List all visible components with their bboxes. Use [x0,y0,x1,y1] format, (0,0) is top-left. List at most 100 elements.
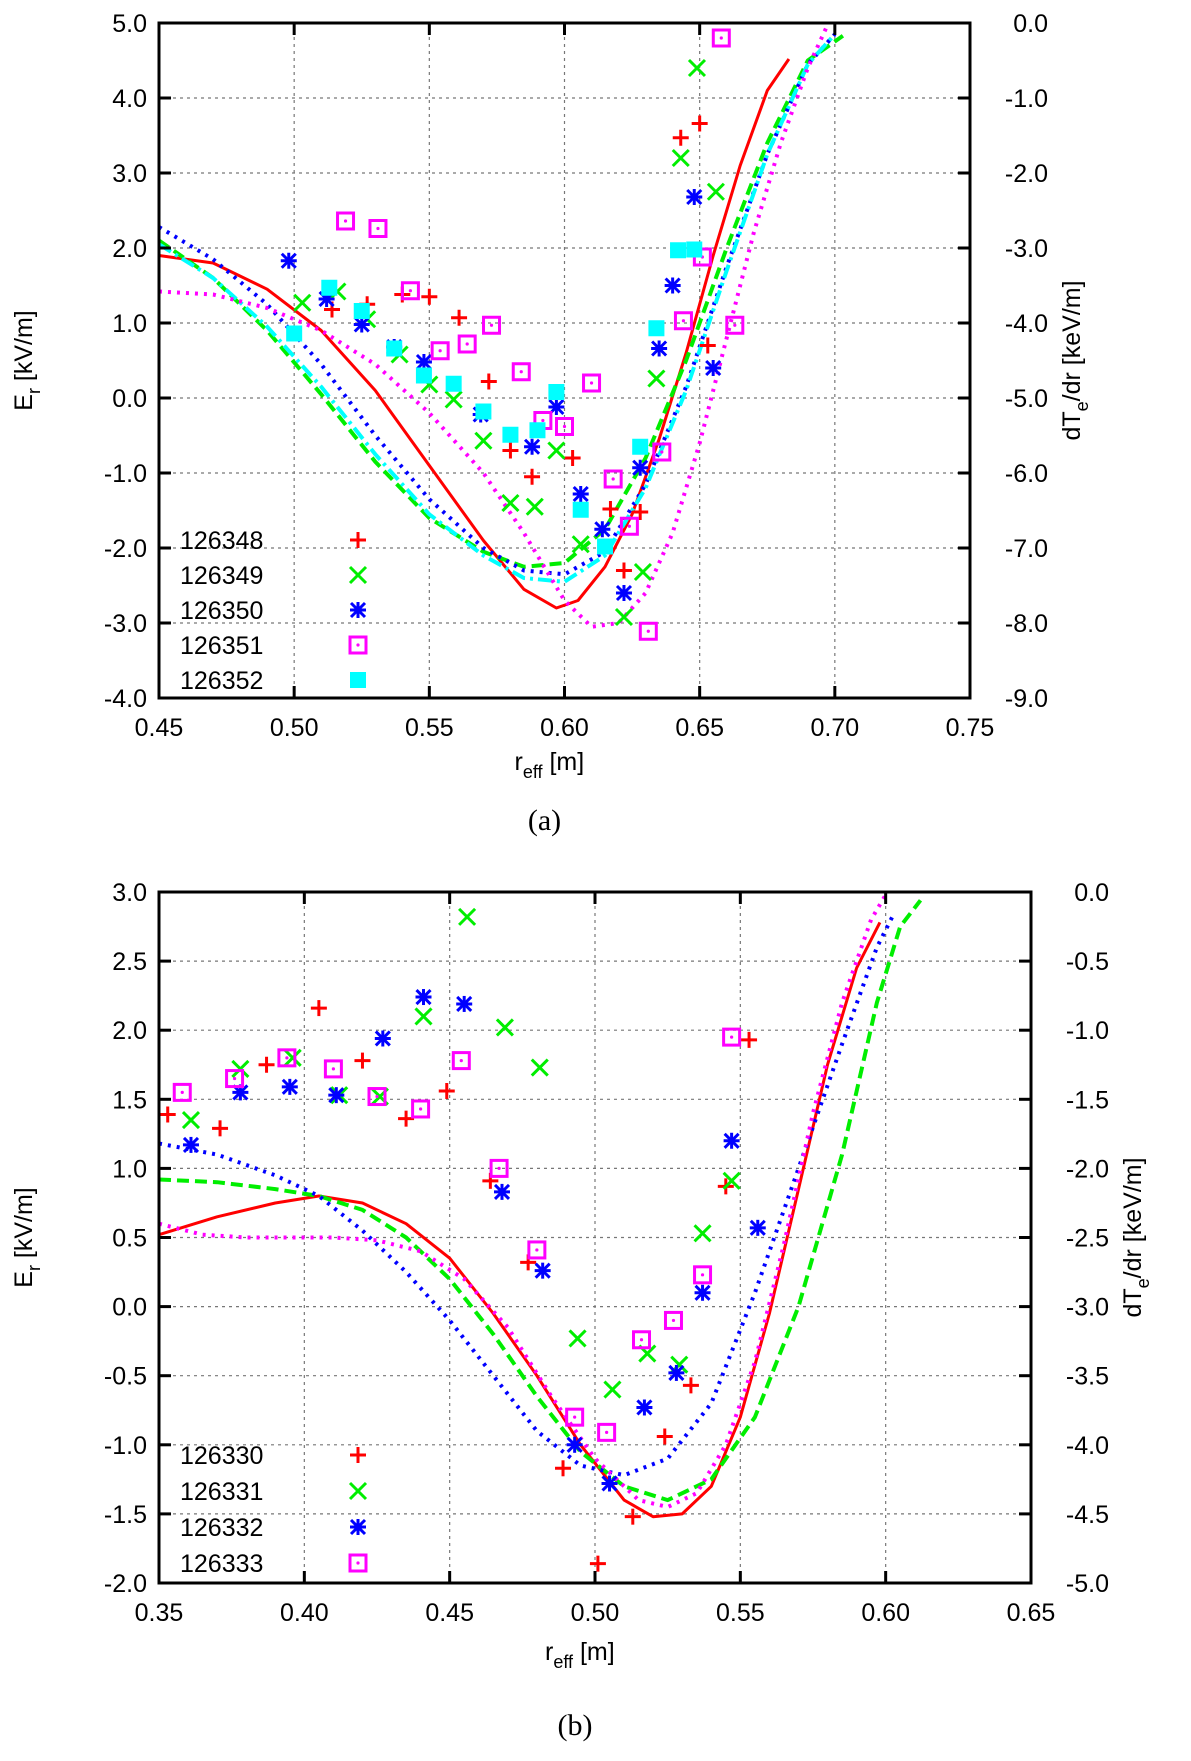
y-tick-label: 1.5 [112,1086,147,1114]
marker-dot [535,1248,539,1252]
data-point [602,501,619,517]
marker-box [482,315,502,335]
marker-stroke [414,1007,433,1026]
series-126331 [181,907,741,1399]
y2-tick-label: -6.0 [1005,460,1048,488]
marker-dot [681,319,686,323]
marker-box [597,1422,617,1442]
data-point [530,1058,549,1077]
data-point [615,562,632,579]
x-axis-label: reff [m] [545,1638,615,1672]
y2-tick-label: -2.0 [1005,160,1048,188]
marker-stroke [693,1224,712,1243]
y-tick-label: -1.5 [104,1501,147,1529]
marker-box [400,281,420,301]
marker-stroke [614,607,634,627]
x-tick-label: 0.65 [1007,1599,1056,1627]
y2-tick-label: -1.5 [1066,1086,1109,1114]
marker-stroke [601,1475,618,1492]
data-point [529,422,546,439]
data-point [225,1069,245,1089]
legend-marker [348,1553,368,1573]
marker-stroke [353,316,370,333]
data-point [656,1428,673,1445]
marker-box [489,1158,509,1178]
legend-label: 126332 [180,1514,263,1542]
data-point [172,1082,192,1102]
marker-square [670,242,687,259]
y-tick-label: 1.0 [112,310,147,338]
data-point [582,373,602,393]
y-tick-label: -1.0 [104,1432,147,1460]
y-tick-label: 5.0 [112,10,147,38]
x-tick-label: 0.55 [405,714,454,742]
marker-stroke [280,252,297,269]
marker-square [415,367,432,384]
marker-dot [459,1059,463,1063]
x-tick-label: 0.40 [280,1599,329,1627]
marker-dot [733,323,737,327]
data-point [415,367,432,384]
y2-tick-label: 0.0 [1013,10,1048,38]
y2-axis-label: dTe/dr [keV/m] [1058,280,1092,440]
data-point [258,1056,275,1073]
marker-dot [285,1056,289,1060]
y-tick-label: -0.5 [104,1363,147,1391]
data-point [159,1106,176,1123]
marker-box [632,1330,652,1350]
marker-box [511,362,531,382]
data-point [668,1364,685,1381]
marker-stroke [415,988,432,1006]
data-point [525,497,544,516]
legend-marker [350,672,366,688]
data-point [691,115,708,132]
data-point [601,1475,618,1492]
marker-square [445,375,462,392]
marker-stroke [501,493,520,513]
data-point [619,516,639,536]
marker-stroke [232,1084,249,1101]
data-point [323,1059,343,1079]
legend-label: 126349 [180,562,263,590]
marker-dot [573,1415,577,1419]
data-point [411,1099,431,1119]
x-tick-label: 0.50 [571,1599,620,1627]
data-point [328,1087,345,1104]
data-point [632,1330,652,1350]
data-point [670,242,687,259]
marker-stroke [328,282,347,301]
data-point [633,562,652,582]
data-point [548,384,565,400]
marker-box [430,341,450,361]
model-curve-dotted [158,893,888,1509]
marker-square [286,325,303,342]
marker-box [693,1265,713,1285]
marker-stroke [348,565,368,585]
marker-stroke [231,1059,250,1078]
x-tick-label: 0.75 [946,714,995,742]
marker-box [663,1310,683,1330]
y2-tick-label: -3.5 [1066,1363,1109,1391]
marker-stroke [632,459,649,476]
grid [159,23,970,698]
x-tick-label: 0.55 [716,1599,765,1627]
y-tick-label: 4.0 [112,85,147,113]
data-point [374,1030,391,1047]
marker-box [348,1553,368,1573]
marker-dot [408,289,413,293]
marker-dot [419,1107,423,1111]
marker-stroke [566,1436,583,1453]
data-point [671,148,690,168]
data-point [638,621,658,641]
y-tick-label: -1.0 [104,460,147,488]
data-point [572,501,589,518]
model-curve-dashed [158,899,923,1503]
data-point [711,28,731,48]
data-point [699,337,716,354]
data-point [686,241,703,258]
data-point [493,1183,511,1200]
data-point [693,1224,712,1243]
data-point [705,359,722,377]
data-point [555,417,574,436]
marker-dot [376,226,380,231]
